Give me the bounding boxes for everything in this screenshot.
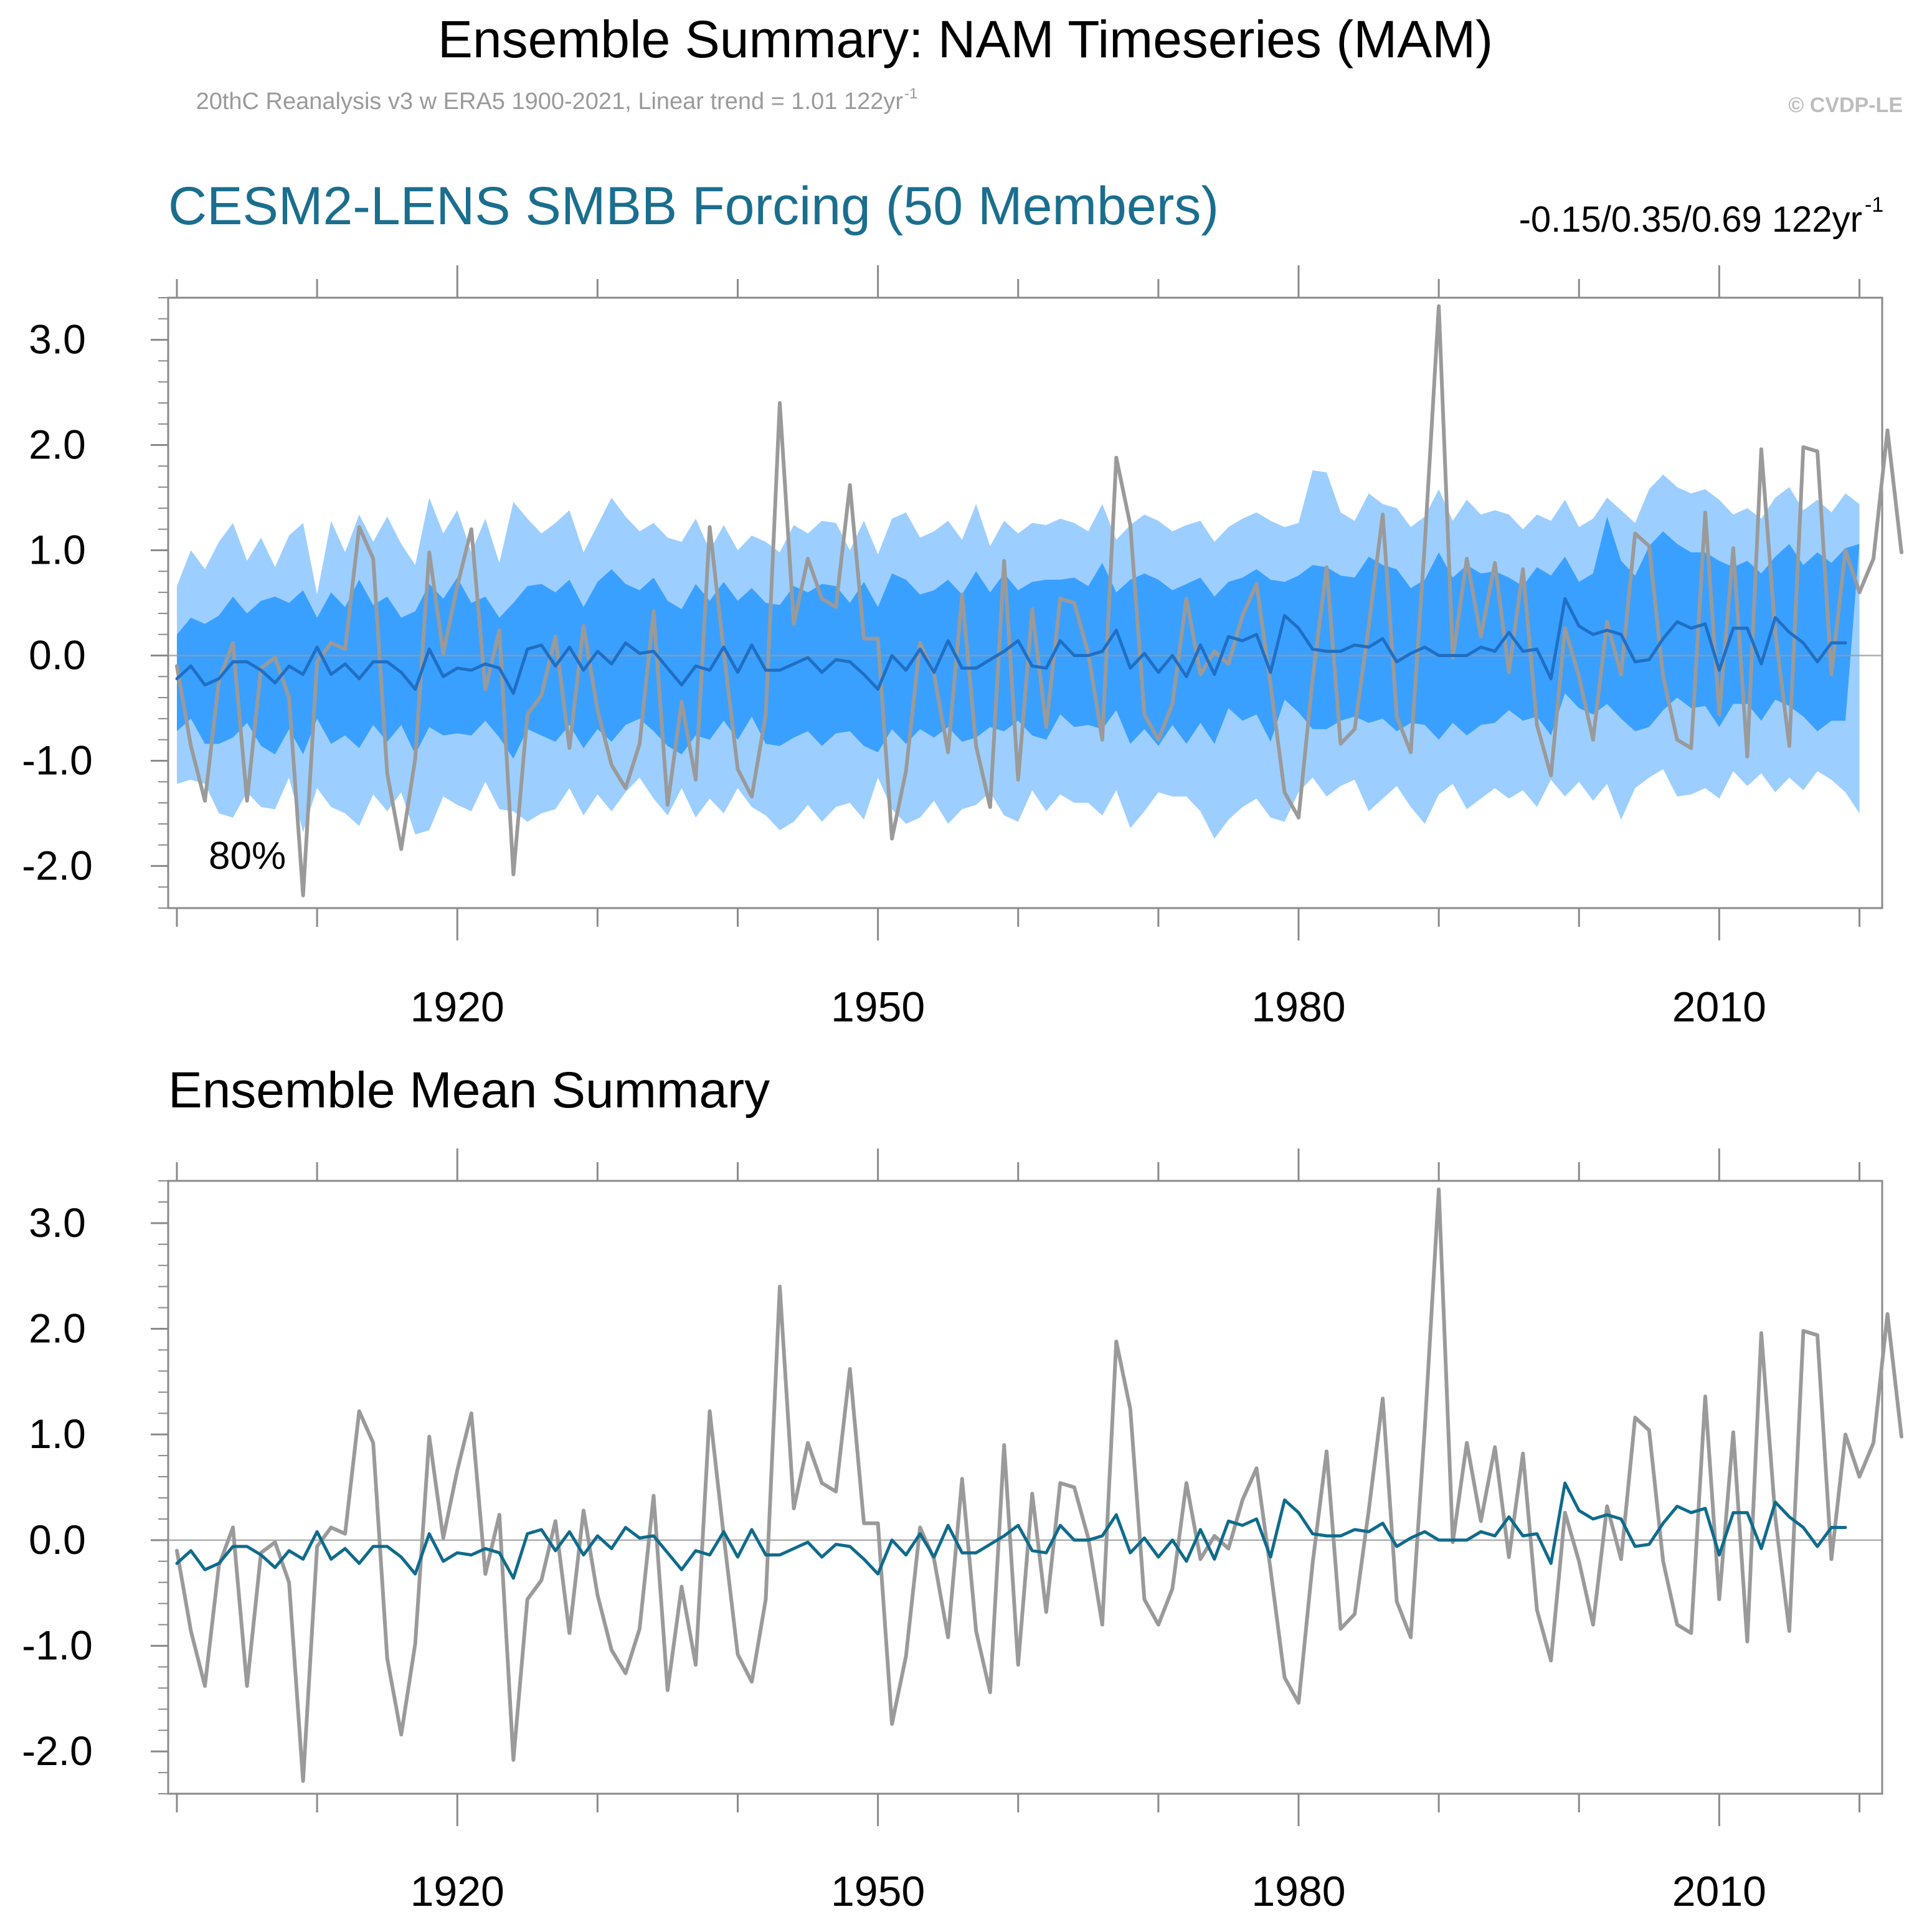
y-tick-label: 2.0	[29, 422, 86, 468]
figure-title: Ensemble Summary: NAM Timeseries (MAM)	[438, 10, 1493, 69]
top-panel: CESM2-LENS SMBB Forcing (50 Members) -0.1…	[22, 176, 1903, 1031]
x-tick-label: 1920	[410, 1868, 504, 1915]
figure-subtitle: 20thC Reanalysis v3 w ERA5 1900-2021, Li…	[196, 88, 904, 115]
x-tick-label: 1950	[831, 983, 925, 1031]
figure-subtitle-exponent: -1	[904, 85, 917, 102]
observed-series-line	[175, 1187, 1903, 1783]
y-tick-label: 3.0	[29, 316, 86, 362]
y-tick-label: 1.0	[29, 1411, 86, 1457]
copyright-label: © CVDP-LE	[1788, 93, 1903, 117]
y-tick-label: -2.0	[22, 1728, 93, 1774]
x-tick-label: 1950	[831, 1868, 925, 1915]
y-tick-label: 0.0	[29, 1517, 86, 1563]
band-label: 80%	[209, 835, 286, 878]
y-tick-label: -1.0	[22, 737, 93, 783]
ensemble-mean-line	[175, 1481, 1847, 1580]
y-tick-label: -1.0	[22, 1622, 93, 1668]
plot-frame	[167, 1180, 1883, 1795]
plot-frame	[167, 296, 1883, 909]
ensemble-mean-line	[175, 597, 1847, 695]
x-tick-label: 1920	[410, 983, 504, 1031]
y-tick-label: 0.0	[29, 632, 86, 678]
bottom-panel: Ensemble Mean Summary -2.0 -1.0 0.0 1.0 2.0 3.…	[22, 1062, 1903, 1915]
x-tick-label: 1980	[1251, 983, 1345, 1031]
panel-title: CESM2-LENS SMBB Forcing (50 Members)	[168, 176, 1219, 236]
trend-label: -0.15/0.35/0.69 122yr	[1519, 199, 1862, 240]
trend-exponent: -1	[1865, 193, 1883, 217]
x-tick-label: 1980	[1251, 1868, 1345, 1915]
y-tick-label: 2.0	[29, 1305, 86, 1352]
x-tick-label: 2010	[1672, 1868, 1766, 1915]
y-tick-label: 1.0	[29, 527, 86, 573]
y-tick-label: 3.0	[29, 1200, 86, 1246]
x-tick-label: 2010	[1672, 983, 1766, 1031]
band-interquartile	[177, 516, 1860, 759]
panel-title: Ensemble Mean Summary	[168, 1062, 770, 1119]
y-tick-label: -2.0	[22, 842, 93, 888]
